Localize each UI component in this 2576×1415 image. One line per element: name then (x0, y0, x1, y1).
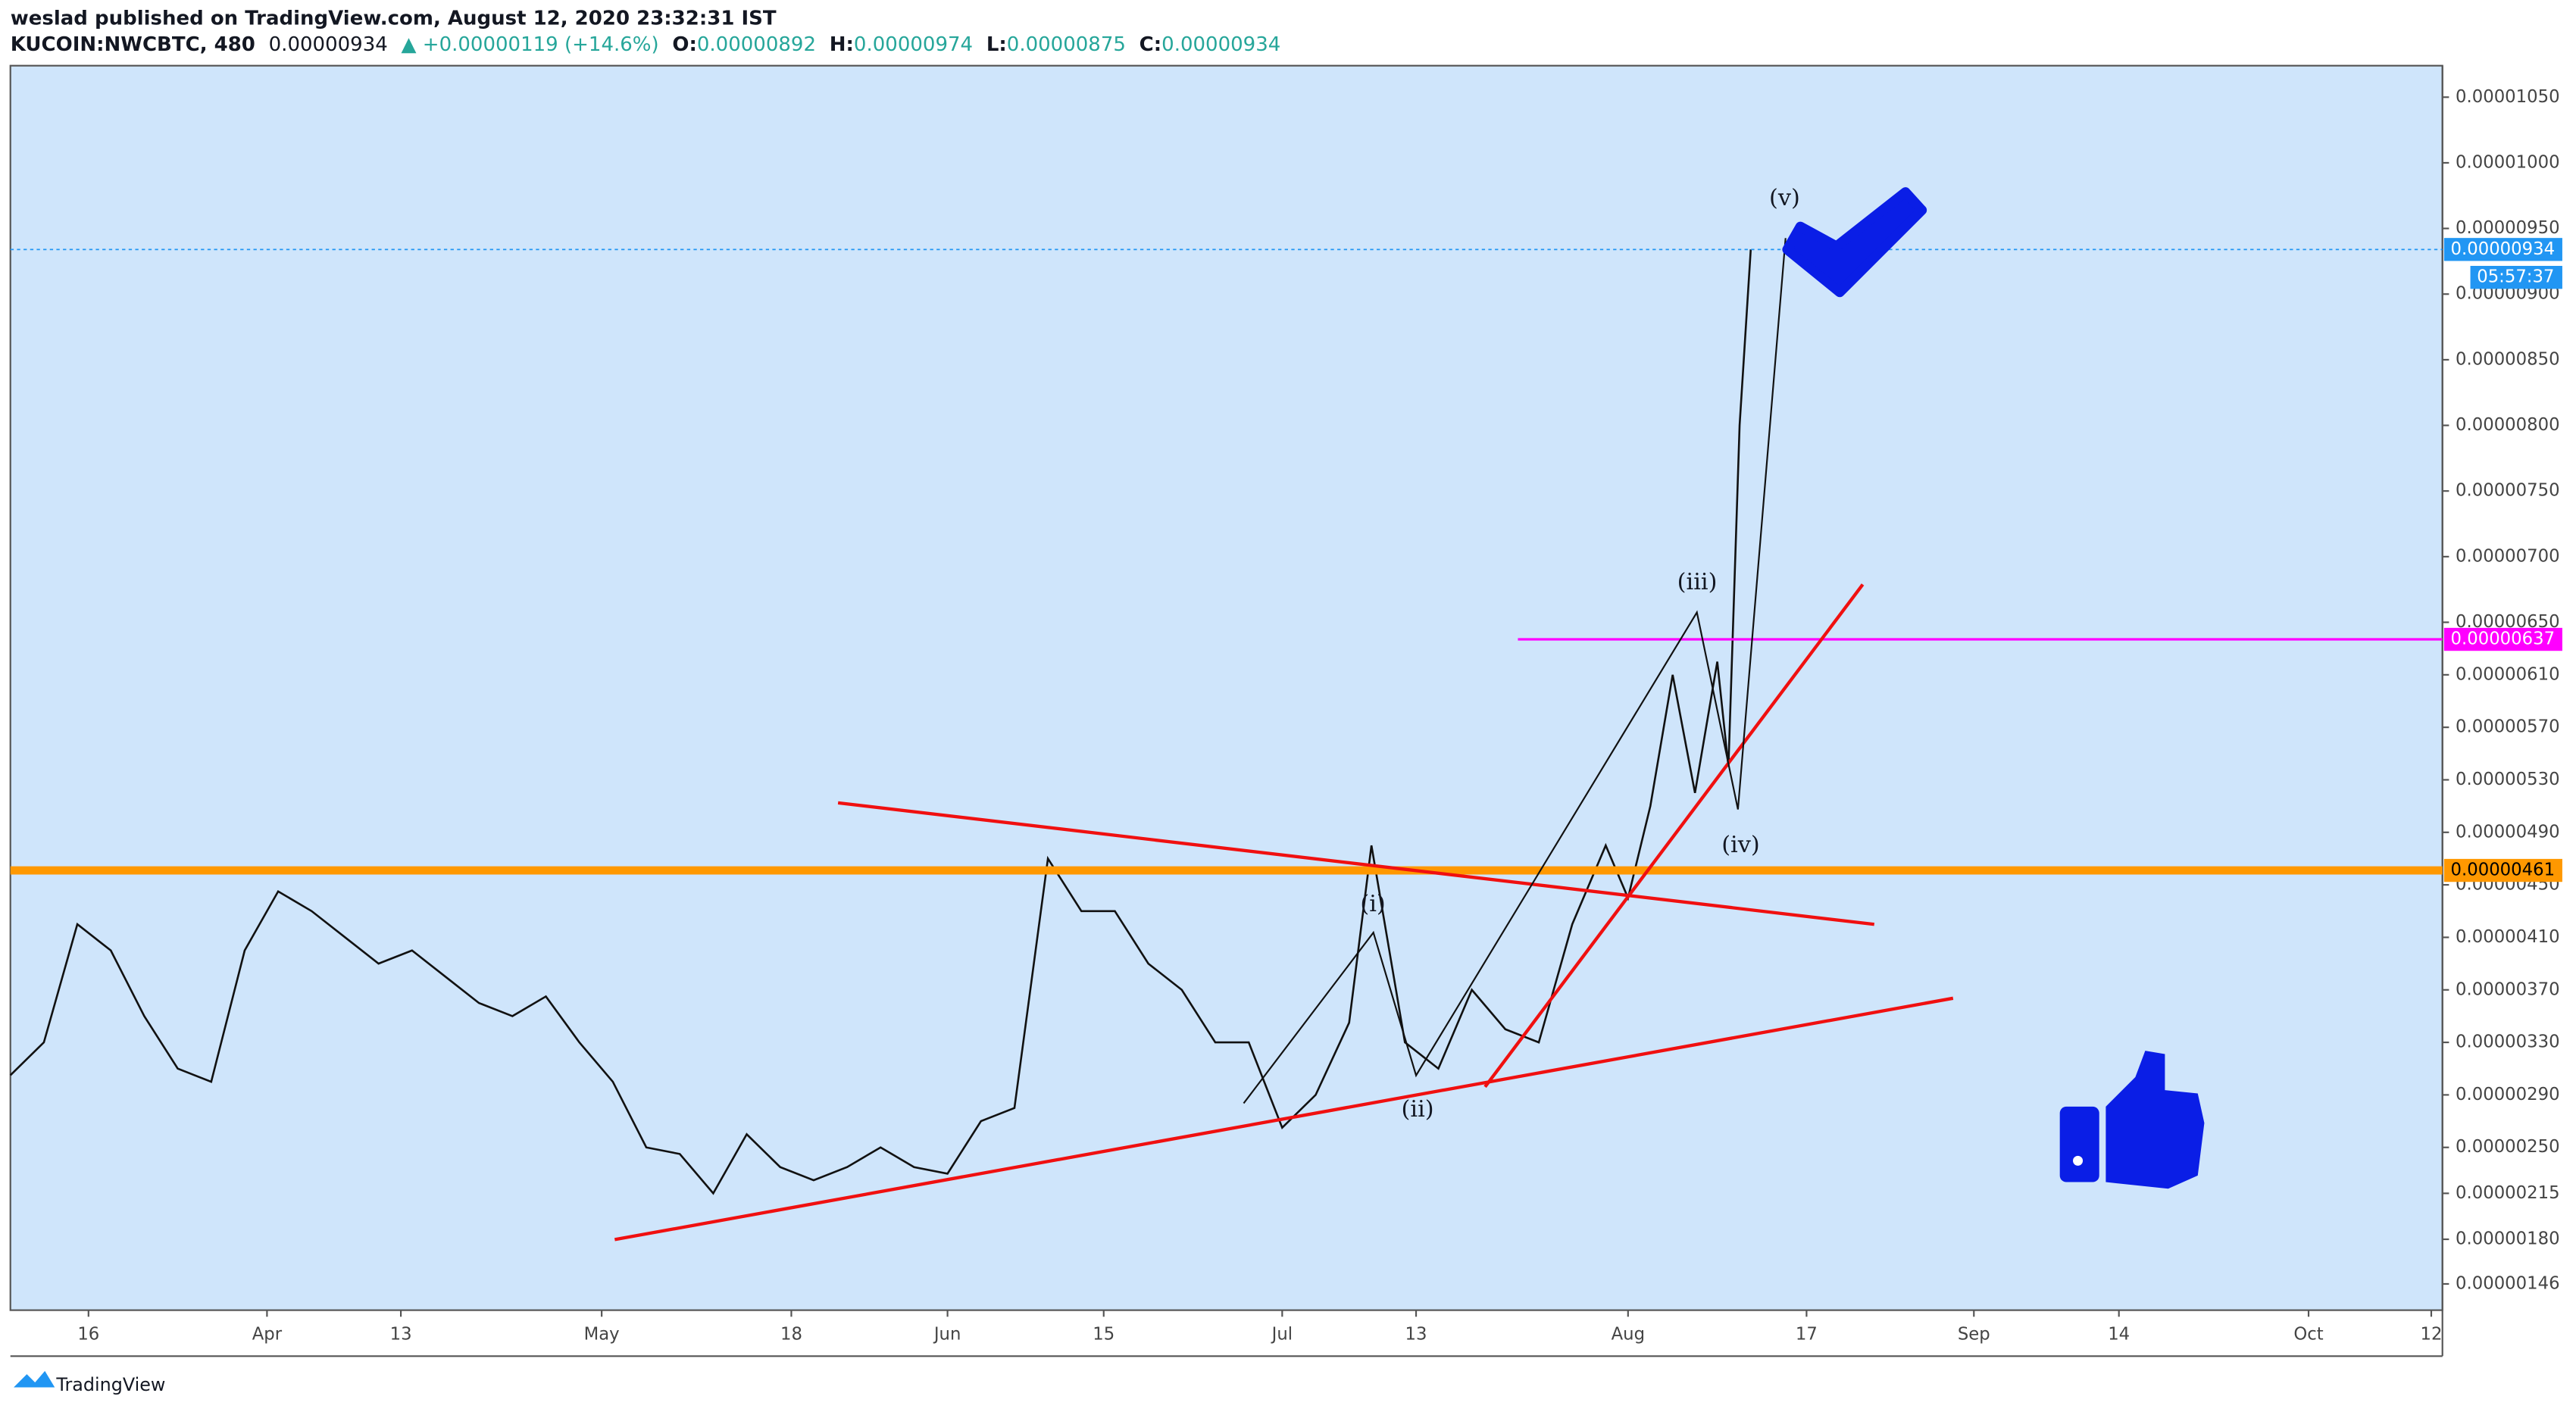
close-val: 0.00000934 (1161, 33, 1280, 56)
open-val: 0.00000892 (697, 33, 816, 56)
trendline (1483, 583, 1865, 1089)
trendline (614, 996, 1954, 1242)
open-key: O: (672, 33, 697, 56)
price-level-label: 0.00000637 (2451, 629, 2556, 649)
y-tick-label: 0.00000570 (2456, 717, 2560, 737)
countdown: 05:57:37 (2477, 267, 2554, 287)
y-tick-label: 0.00000180 (2456, 1229, 2560, 1249)
x-tick-label: 12 (2421, 1325, 2443, 1345)
x-tick-label: Jul (1271, 1325, 1293, 1345)
x-tick-label: Sep (1958, 1325, 1990, 1345)
plot-area (9, 64, 2443, 1311)
brand: TradingView (55, 1374, 165, 1395)
x-tick-label: Jun (933, 1325, 961, 1345)
brand-logo (14, 1370, 55, 1388)
symbol-line: KUCOIN:NWCBTC, 480 0.00000934 ▲ +0.00000… (11, 33, 1281, 56)
y-tick-label: 0.00000850 (2456, 349, 2560, 369)
y-tick-label: 0.00000800 (2456, 415, 2560, 435)
y-tick-label: 0.00000950 (2456, 218, 2560, 238)
price-level-tag (2443, 238, 2562, 261)
y-tick-label: 0.00000370 (2456, 979, 2560, 999)
price-level-label: 0.00000461 (2451, 861, 2556, 880)
wave-label: (v) (1769, 185, 1800, 211)
x-tick-label: Apr (252, 1325, 283, 1345)
y-tick-label: 0.00001000 (2456, 152, 2560, 172)
low-val: 0.00000875 (1007, 33, 1126, 56)
x-tick-label: 15 (1093, 1325, 1114, 1345)
wave-label: (iii) (1677, 569, 1718, 595)
y-tick-label: 0.00000250 (2456, 1137, 2560, 1157)
close-key: C: (1140, 33, 1161, 56)
price-level-tag (2443, 627, 2562, 651)
x-tick-label: May (584, 1325, 620, 1345)
x-tick-label: Aug (1612, 1325, 1645, 1345)
x-tick-label: 13 (390, 1325, 412, 1345)
checkmark (1782, 187, 1927, 298)
y-tick-label: 0.00000490 (2456, 822, 2560, 842)
publish-line: weslad published on TradingView.com, Aug… (11, 8, 777, 30)
wave-label: (ii) (1402, 1096, 1434, 1123)
wave-count (1243, 238, 1787, 1104)
symbol: KUCOIN:NWCBTC, 480 (11, 33, 255, 56)
x-tick-label: 13 (1405, 1325, 1427, 1345)
y-tick-label: 0.00001050 (2456, 87, 2560, 107)
x-tick-label: 16 (77, 1325, 99, 1345)
change: ▲ +0.00000119 (+14.6%) (402, 33, 659, 56)
x-tick-label: 18 (780, 1325, 802, 1345)
drawings: (i) (ii) (iii) (iv) (v) (614, 185, 2205, 1242)
thumbs-up-icon (2059, 1051, 2205, 1189)
y-tick-label: 0.00000700 (2456, 546, 2560, 566)
y-tick-label: 0.00000410 (2456, 927, 2560, 947)
y-tick-label: 0.00000215 (2456, 1183, 2560, 1203)
price-line (9, 249, 1752, 1195)
x-tick-label: 14 (2108, 1325, 2130, 1345)
y-tick-label: 0.00000146 (2456, 1273, 2560, 1293)
x-tick-label: Oct (2293, 1325, 2323, 1345)
y-tick-label: 0.00000290 (2456, 1085, 2560, 1104)
price-level-tag (2443, 858, 2562, 882)
wave-label: (iv) (1721, 832, 1760, 858)
x-tick-label: 17 (1796, 1325, 1818, 1345)
y-tick-label: 0.00000330 (2456, 1032, 2560, 1052)
last-price: 0.00000934 (269, 33, 388, 56)
y-tick-label: 0.00000610 (2456, 664, 2560, 684)
high-key: H: (830, 33, 854, 56)
low-key: L: (986, 33, 1007, 56)
high-val: 0.00000974 (854, 33, 973, 56)
y-tick-label: 0.00000530 (2456, 770, 2560, 789)
price-level-label: 0.00000934 (2451, 239, 2556, 259)
countdown-tag (2470, 265, 2562, 289)
y-tick-label: 0.00000750 (2456, 481, 2560, 501)
trendline (837, 801, 1875, 926)
wave-label: (i) (1360, 891, 1385, 917)
